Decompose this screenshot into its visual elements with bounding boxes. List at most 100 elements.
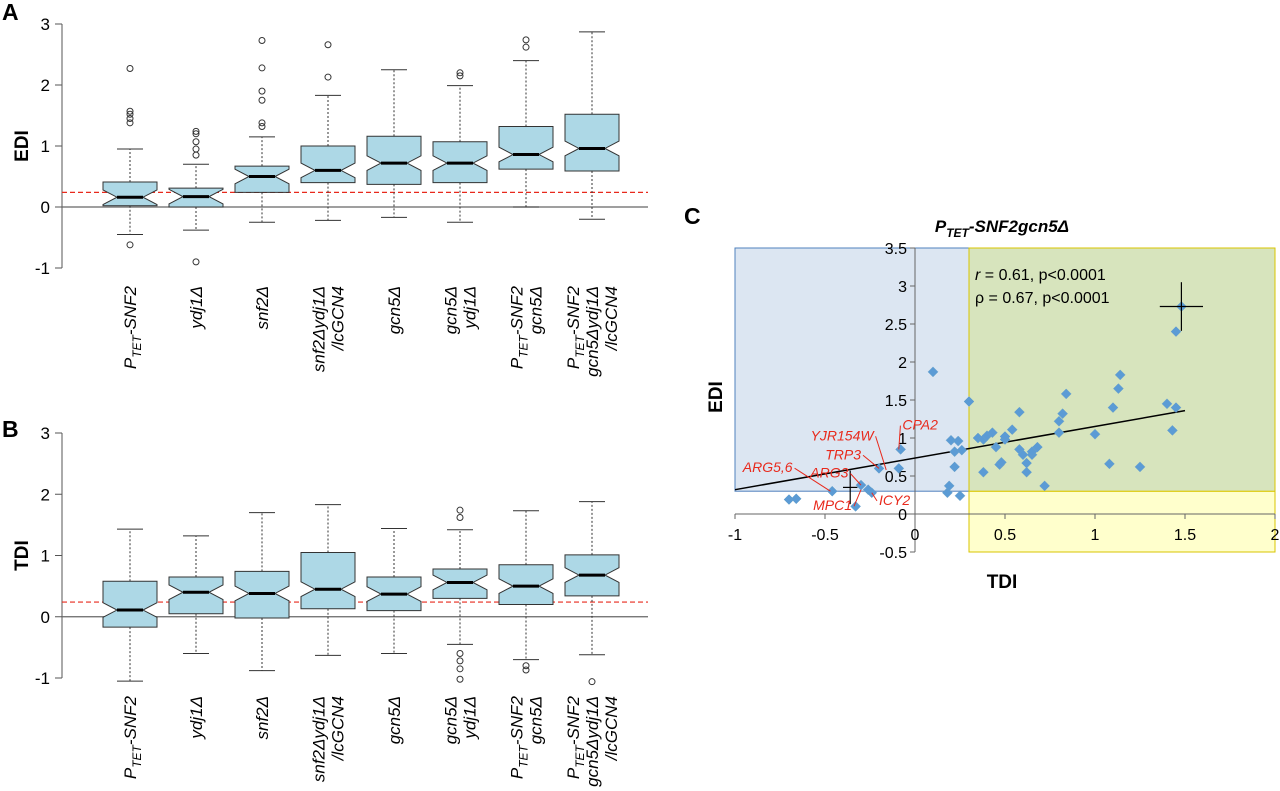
notched-box xyxy=(102,181,158,207)
box-7 xyxy=(498,510,554,674)
outlier-point xyxy=(192,151,200,159)
outlier-point xyxy=(258,87,266,95)
y-tick-label: 2 xyxy=(41,485,50,504)
notched-box xyxy=(498,564,554,605)
gene-label: MPC1 xyxy=(813,497,852,513)
category-label-text: P xyxy=(121,767,140,779)
x-tick-label: 0 xyxy=(911,527,920,544)
x-tick-label: 2 xyxy=(1271,527,1280,544)
category-label-text: gcn5Δydj1Δ xyxy=(583,286,602,377)
data-point xyxy=(826,485,838,497)
category-label-text: /lcGCN4 xyxy=(329,696,348,761)
gene-label: ARG5,6 xyxy=(742,459,793,475)
data-point xyxy=(1161,398,1173,410)
box-6 xyxy=(432,69,488,223)
category-label-text: gcn5Δ xyxy=(527,286,546,334)
outlier-point xyxy=(588,678,596,686)
category-label: snf2Δ xyxy=(253,286,272,330)
data-point xyxy=(1053,415,1065,427)
data-point xyxy=(1167,425,1178,436)
y-tick-label: 1.5 xyxy=(885,393,907,410)
y-axis-label: TDI xyxy=(12,540,33,571)
y-tick-label: 1 xyxy=(898,431,907,448)
category-label-text: gcn5Δ xyxy=(442,286,461,334)
box-5 xyxy=(366,69,422,218)
y-tick-label: 1 xyxy=(41,137,50,156)
category-label: gcn5Δydj1Δ xyxy=(583,286,602,377)
category-label: gcn5Δydj1Δ xyxy=(583,696,602,787)
y-tick-label: 2 xyxy=(41,76,50,95)
box-2 xyxy=(168,127,224,266)
category-label: /lcGCN4 xyxy=(602,696,621,761)
category-label: PTET-SNF2 xyxy=(121,695,144,779)
outlier-point xyxy=(192,138,200,146)
gene-label-leader xyxy=(871,492,878,502)
category-label-subscript: TET xyxy=(517,333,531,357)
outlier-point xyxy=(522,666,530,674)
data-point xyxy=(945,434,957,446)
data-point xyxy=(1039,480,1050,492)
outlier-point xyxy=(258,119,266,127)
y-tick-label: 3 xyxy=(41,424,50,443)
data-point xyxy=(956,444,968,456)
gene-label-leader xyxy=(898,425,901,450)
stat-r-value: = 0.61, p<0.0001 xyxy=(980,267,1106,284)
panel-letter-a: A xyxy=(2,0,19,25)
outlier-point xyxy=(192,130,200,138)
outlier-point xyxy=(456,675,464,683)
y-tick-label: 0.5 xyxy=(885,469,907,486)
outlier-point xyxy=(456,665,464,673)
outlier-point xyxy=(456,650,464,657)
category-label-text: -SNF2 xyxy=(508,285,527,335)
data-point xyxy=(1104,458,1115,470)
category-label-text: snf2Δydj1Δ xyxy=(310,286,329,372)
category-label: ydj1Δ xyxy=(187,286,206,330)
gene-label-leader xyxy=(850,473,862,486)
category-label: snf2Δydj1Δ xyxy=(310,286,329,372)
x-tick-label: -0.5 xyxy=(811,527,839,544)
category-label-text: P xyxy=(564,767,583,779)
panel-c-scatter: -1 -0.5 0 0.5 1 1.5 2-0.500.511.522.533.5TDIED… xyxy=(706,217,1280,593)
y-tick-label: -1 xyxy=(35,669,50,688)
region-low-edi xyxy=(968,490,1276,553)
data-point xyxy=(1017,449,1029,461)
category-label: /lcGCN4 xyxy=(602,286,621,351)
outlier-point xyxy=(126,107,134,115)
data-point xyxy=(963,396,975,407)
data-point xyxy=(927,366,939,378)
category-label: PTET-SNF2 xyxy=(508,695,531,779)
y-tick-label: 3 xyxy=(41,15,50,34)
category-label: ydj1Δ xyxy=(461,696,480,740)
gene-label: ICY2 xyxy=(879,492,910,508)
panel-letter-b: B xyxy=(2,416,19,442)
category-label-text: gcn5Δ xyxy=(527,696,546,744)
gene-label-leader xyxy=(853,489,862,507)
data-point xyxy=(893,463,905,474)
category-label-text: -SNF2 xyxy=(121,285,140,335)
data-point xyxy=(1113,383,1124,394)
category-label: gcn5Δ xyxy=(442,286,461,334)
category-label-text: snf2Δ xyxy=(253,286,272,330)
y-tick-label: -0.5 xyxy=(879,545,907,562)
data-point xyxy=(895,444,906,455)
category-label: PTET-SNF2 xyxy=(121,285,144,369)
x-tick-label: 0.5 xyxy=(994,527,1016,544)
box-4 xyxy=(300,41,356,221)
category-label-text: gcn5Δ xyxy=(385,286,404,334)
data-point xyxy=(990,441,1002,453)
category-label: gcn5Δ xyxy=(385,696,404,744)
category-label-subscript: TET xyxy=(573,743,587,767)
outlier-point xyxy=(258,64,266,72)
data-point xyxy=(1060,388,1072,400)
category-label-subscript: TET xyxy=(573,333,587,357)
outlier-point xyxy=(126,115,134,123)
y-axis-label: EDI xyxy=(706,381,727,413)
y-tick-label: 1 xyxy=(41,547,50,566)
outlier-point xyxy=(456,657,464,665)
category-label: ydj1Δ xyxy=(461,286,480,330)
category-label-text: P xyxy=(508,357,527,369)
y-tick-label: 0 xyxy=(41,608,50,627)
outlier-point xyxy=(324,41,332,49)
